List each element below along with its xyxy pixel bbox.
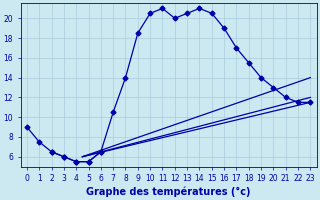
X-axis label: Graphe des températures (°c): Graphe des températures (°c) [86, 186, 251, 197]
